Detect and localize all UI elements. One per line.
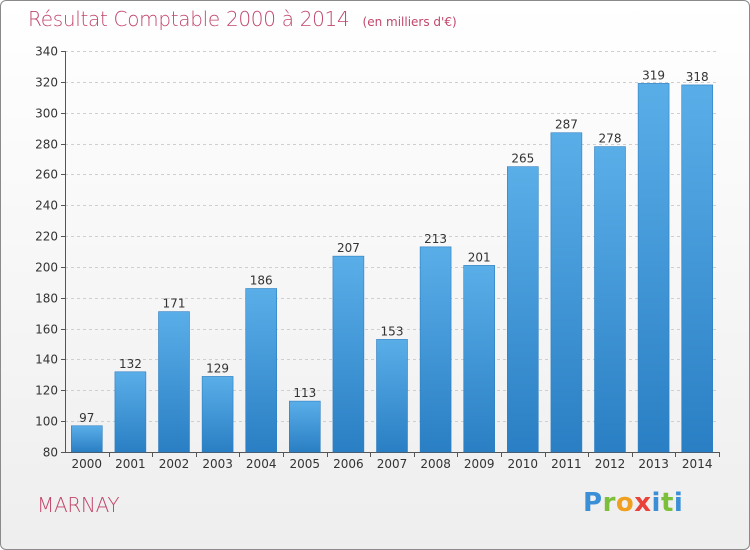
x-tick-label: 2009 [464,457,495,471]
bar-layer [71,83,713,453]
y-tick-label: 100 [35,415,58,429]
y-tick-label: 340 [35,45,58,59]
label-layer: 97 2000 132 2001 171 2002 129 2003 186 2004 113 200… [72,68,713,471]
x-tick-label: 2002 [159,457,190,471]
x-tick-label: 2010 [508,457,539,471]
bar-value-label: 319 [642,68,665,82]
y-tick-label: 260 [35,168,58,182]
bar [114,371,147,453]
bar-value-label: 318 [686,70,709,84]
title-line: Résultat Comptable 2000 à 2014 (en milli… [28,7,457,31]
bar [681,84,713,453]
y-tick-label: 180 [35,292,58,306]
bar-value-label: 201 [468,250,491,264]
x-tick-label: 2005 [290,457,321,471]
bar-value-label: 129 [206,361,229,375]
x-tick-label: 2003 [202,457,233,471]
axis-layer: 80 100 120 140 160 180 200 220 240 260 280 300 320 34… [35,45,720,460]
brand-letter: o [615,488,635,518]
bar [376,339,408,453]
bar [245,288,277,453]
bar [158,311,190,453]
y-tick-label: 220 [35,230,58,244]
chart-title: Résultat Comptable 2000 à 2014 [28,7,350,31]
chart-unit-note: (en milliers d'€) [362,15,457,29]
bar [637,83,670,453]
y-tick-label: 240 [35,199,58,213]
x-tick-label: 2006 [333,457,364,471]
bar [332,255,365,453]
bar [419,246,452,453]
bar [594,146,626,453]
x-tick-label: 2013 [638,457,669,471]
x-tick-label: 2001 [115,457,146,471]
bar [201,376,234,453]
bar-value-label: 186 [250,274,273,288]
bar [289,400,321,453]
y-tick-label: 120 [35,384,58,398]
x-tick-label: 2007 [377,457,408,471]
y-tick-label: 160 [35,323,58,337]
bar-value-label: 213 [424,232,447,246]
bar-value-label: 153 [381,324,404,338]
x-tick-label: 2012 [595,457,626,471]
brand-logo: Proxiti [583,488,683,518]
brand-letter: t [660,488,674,518]
x-tick-label: 2000 [72,457,103,471]
brand-letter: r [602,488,616,518]
bar [550,132,583,453]
bar-value-label: 278 [599,132,622,146]
bar-value-label: 113 [293,386,316,400]
bar-value-label: 287 [555,118,578,132]
bar [463,265,495,453]
brand-letter: P [583,488,603,518]
y-tick-label: 300 [35,107,58,121]
location-name: MARNAY [37,493,120,517]
brand-letter: x [634,488,652,518]
brand-letter: i [651,488,661,518]
x-tick-label: 2004 [246,457,277,471]
y-tick-label: 80 [43,446,58,460]
x-tick-label: 2011 [551,457,582,471]
y-tick-label: 140 [35,353,58,367]
bar [71,425,103,453]
bar [507,166,539,453]
y-tick-label: 200 [35,261,58,275]
bar-value-label: 132 [119,357,142,371]
bar-value-label: 207 [337,241,360,255]
brand-letter: i [673,488,684,518]
bar-value-label: 97 [79,411,94,425]
x-tick-label: 2008 [420,457,451,471]
y-tick-label: 280 [35,138,58,152]
bar-value-label: 171 [163,297,186,311]
bar-value-label: 265 [511,152,534,166]
y-tick-label: 320 [35,76,58,90]
x-tick-label: 2014 [682,457,713,471]
